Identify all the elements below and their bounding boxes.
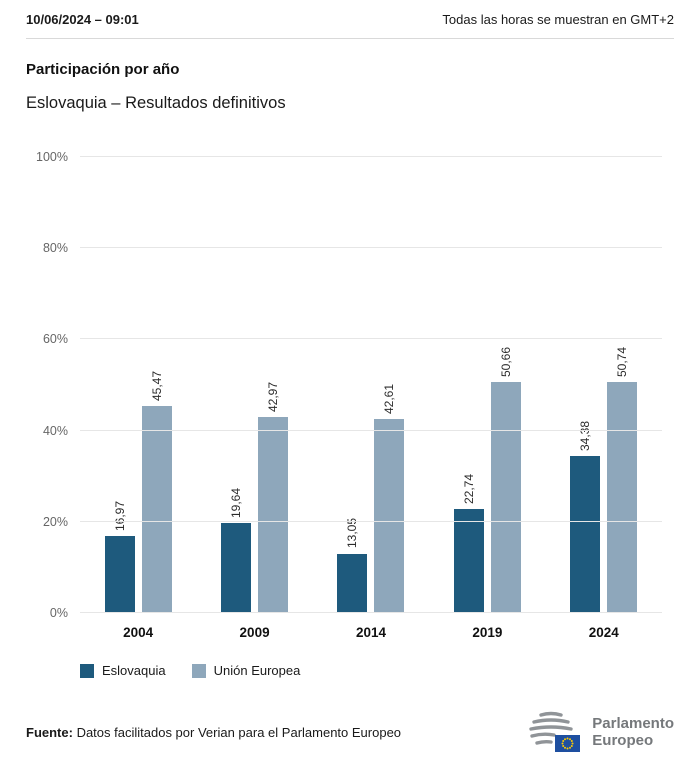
bar-column: 19,64 [221, 157, 252, 613]
y-axis-tick-label: 80% [42, 241, 68, 256]
legend-swatch [80, 663, 94, 678]
bar-eslovaquia-2019 [453, 509, 484, 613]
legend-swatch [191, 663, 206, 678]
legend-label: Eslovaquia [102, 663, 166, 678]
european-parliament-brand: Parlamento Europeo [524, 710, 674, 754]
bar-unión-europea-2019 [490, 382, 521, 613]
y-axis-tick-label: 100% [36, 150, 68, 164]
legend-label: Unión Europea [213, 663, 301, 678]
page-title: Participación por año [26, 61, 180, 78]
bar-eslovaquia-2004 [104, 535, 135, 613]
bar-chart: 16,97 45,47 2004 19,64 42,97 2009 13,05 42,61 20… [26, 150, 674, 678]
bar-column: 50,74 [607, 157, 638, 613]
bar-groups: 16,97 45,47 2004 19,64 42,97 2009 13,05 42,61 20… [80, 157, 662, 640]
bar-eslovaquia-2009 [221, 523, 252, 613]
legend-item-eslovaquia: Eslovaquia [80, 663, 166, 678]
bar-value-label: 50,74 [615, 346, 630, 377]
timezone-note: Todas las horas se muestran en GMT+2 [442, 12, 674, 27]
bar-column: 13,05 [337, 157, 368, 613]
legend-item-unión-europea: Unión Europea [191, 663, 301, 678]
source-note: Fuente: Datos facilitados por Verian par… [26, 725, 401, 740]
bar-column: 45,47 [141, 157, 172, 613]
bar-column: 16,97 [104, 157, 135, 613]
bar-unión-europea-2024 [607, 381, 638, 613]
x-axis-tick-label: 2019 [472, 625, 503, 640]
bar-unión-europea-2004 [141, 405, 172, 613]
x-axis-tick-label: 2009 [239, 625, 270, 640]
bar-value-label: 16,97 [112, 500, 127, 531]
gridline [80, 612, 662, 613]
chart-legend: Eslovaquia Unión Europea [80, 663, 674, 678]
gridline [80, 156, 662, 157]
y-axis-tick-label: 40% [42, 423, 68, 438]
european-parliament-logo-icon [529, 711, 581, 752]
gridline [80, 247, 662, 249]
source-label: Fuente: [26, 724, 73, 740]
y-axis-tick-label: 60% [42, 332, 68, 347]
chart-subtitle: Eslovaquia – Resultados definitivos [26, 94, 286, 112]
logo-text-line2: Europeo [592, 732, 654, 749]
bar-value-label: 19,64 [229, 488, 244, 519]
bar-column: 22,74 [453, 157, 484, 613]
bar-unión-europea-2009 [258, 417, 289, 613]
logo-text-line1: Parlamento [592, 714, 674, 732]
european-parliament-logo-text: Parlamento Europeo [592, 715, 674, 750]
bar-value-label: 42,97 [266, 382, 281, 413]
bar-column: 50,66 [490, 157, 521, 613]
bar-value-label: 42,61 [382, 383, 397, 414]
bar-column: 42,61 [374, 157, 405, 613]
footer: Fuente: Datos facilitados por Verian par… [26, 710, 674, 754]
bar-group-2024: 34,38 50,74 2024 [570, 157, 638, 640]
bar-value-label: 50,66 [498, 346, 513, 377]
x-axis-tick-label: 2024 [588, 625, 619, 640]
bar-eslovaquia-2024 [570, 456, 601, 613]
bar-group-2009: 19,64 42,97 2009 [221, 157, 289, 640]
x-axis-tick-label: 2004 [123, 625, 154, 640]
bar-value-label: 13,05 [345, 518, 360, 549]
y-axis-tick-label: 20% [42, 514, 68, 529]
source-text: Datos facilitados por Verian para el Par… [72, 724, 402, 740]
bar-value-label: 22,74 [461, 474, 476, 505]
bar-group-2014: 13,05 42,61 2014 [337, 157, 405, 640]
plot-area: 16,97 45,47 2004 19,64 42,97 2009 13,05 42,61 20… [36, 150, 662, 640]
bar-group-2019: 22,74 50,66 2019 [453, 157, 521, 640]
bar-value-label: 45,47 [149, 370, 164, 401]
report-datetime: 10/06/2024 – 09:01 [26, 12, 139, 27]
bar-column: 34,38 [570, 157, 601, 613]
gridline [80, 429, 662, 431]
y-axis-tick-label: 0% [49, 606, 68, 620]
bar-column: 42,97 [258, 157, 289, 613]
header: 10/06/2024 – 09:01 Todas las horas se mu… [26, 0, 674, 39]
gridline [80, 338, 662, 340]
x-axis-tick-label: 2014 [355, 625, 386, 640]
bar-group-2004: 16,97 45,47 2004 [104, 157, 172, 640]
bar-value-label: 34,38 [578, 421, 593, 452]
bar-unión-europea-2014 [374, 418, 405, 613]
gridline [80, 520, 662, 522]
bar-eslovaquia-2014 [337, 553, 368, 613]
